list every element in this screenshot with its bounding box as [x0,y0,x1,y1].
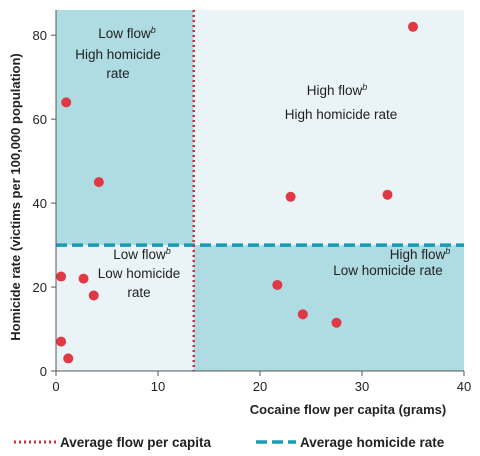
x-tick-label: 20 [253,379,267,394]
quadrant-label-bottom-right-line1: High flowb [390,246,451,262]
quadrant-bottom-right [193,245,464,371]
x-tick-label: 10 [151,379,165,394]
quadrant-top-left [56,10,194,246]
quadrant-bottom-left [56,245,194,371]
quadrant-label-bottom-left-line2: Low homicide [98,266,181,281]
y-tick-label: 80 [33,28,47,43]
quadrant-label-top-right-line1: High flowb [307,82,368,98]
legend-homicide-label: Average homicide rate [300,435,445,450]
y-tick-label: 60 [33,112,47,127]
data-point [382,189,393,200]
x-tick-label: 40 [457,379,471,394]
legend-flow-label: Average flow per capita [60,435,212,450]
reference-lines [56,10,464,371]
data-point [63,353,74,364]
data-point [61,97,72,108]
y-tick-label: 0 [40,364,47,379]
data-point [93,177,104,188]
quadrant-label-top-right-line2: High homicide rate [285,107,398,122]
y-tick-label: 20 [33,280,47,295]
quadrant-label-top-left-line1: Low flowb [98,25,156,41]
x-tick-label: 30 [355,379,369,394]
quadrant-label-bottom-right-line2: Low homicide rate [333,263,443,278]
data-points [56,21,418,364]
y-axis-title: Homicide rate (victims per 100,000 popul… [8,53,23,341]
y-tick-label: 40 [33,196,47,211]
data-point [88,290,99,301]
data-point [285,191,296,202]
data-point [56,271,67,282]
quadrant-label-top-left-line2: High homicide [75,47,161,62]
data-point [408,21,418,32]
data-point [331,317,342,328]
quadrant-label-top-left-line3: rate [106,66,129,81]
x-axis-title: Cocaine flow per capita (grams) [250,402,447,417]
x-tick-label: 0 [52,379,59,394]
data-point [297,309,308,320]
axes: 0 20 40 60 80 0 10 20 30 40 [33,10,471,394]
data-point [78,273,89,284]
quadrant-top-right [193,10,464,246]
data-point [56,336,67,347]
quadrant-label-bottom-left-line1: Low flowb [113,246,171,262]
quadrant-label-bottom-left-line3: rate [127,285,150,300]
data-point [272,279,283,290]
legend: Average flow per capita Average homicide… [14,435,445,450]
quadrant-backgrounds [56,10,464,371]
